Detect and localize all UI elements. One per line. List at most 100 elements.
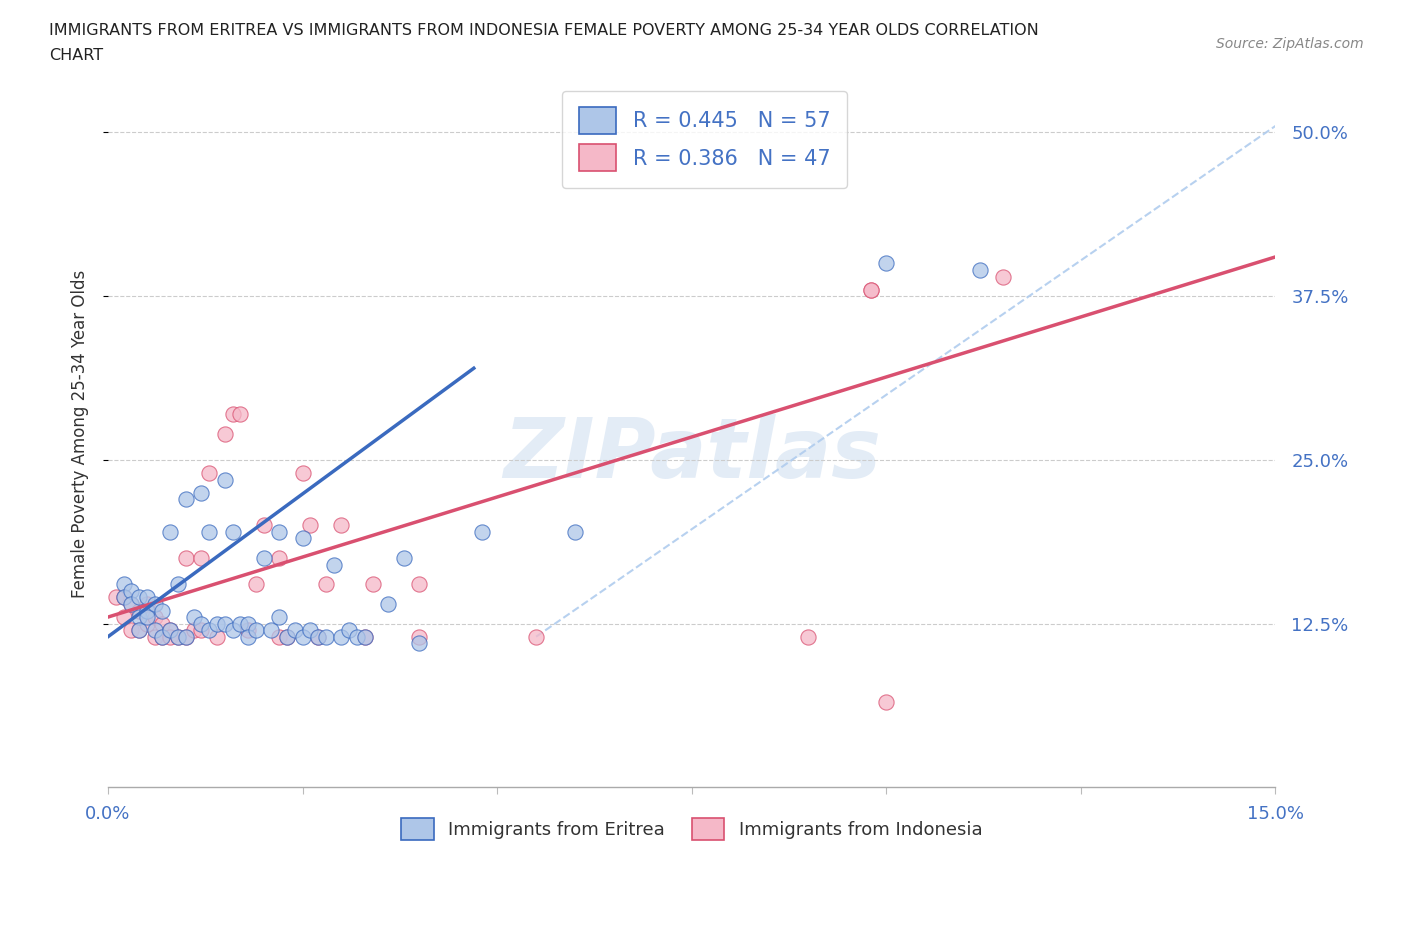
Point bbox=[269, 630, 291, 644]
Point bbox=[315, 577, 337, 591]
Point bbox=[120, 623, 142, 638]
Point bbox=[797, 630, 820, 644]
Point bbox=[167, 630, 190, 644]
Point bbox=[143, 623, 166, 638]
Point bbox=[377, 596, 399, 611]
Point bbox=[269, 610, 291, 625]
Point bbox=[214, 472, 236, 487]
Point bbox=[991, 269, 1014, 284]
Point bbox=[276, 630, 298, 644]
Point bbox=[564, 525, 586, 539]
Point bbox=[159, 623, 181, 638]
Point bbox=[135, 603, 157, 618]
Point bbox=[152, 603, 174, 618]
Point bbox=[205, 630, 228, 644]
Point bbox=[307, 630, 329, 644]
Point bbox=[135, 617, 157, 631]
Point bbox=[269, 525, 291, 539]
Legend: Immigrants from Eritrea, Immigrants from Indonesia: Immigrants from Eritrea, Immigrants from… bbox=[392, 809, 991, 849]
Point bbox=[135, 596, 157, 611]
Point bbox=[135, 610, 157, 625]
Point bbox=[174, 551, 197, 565]
Point bbox=[221, 525, 243, 539]
Point bbox=[353, 630, 375, 644]
Point bbox=[104, 590, 127, 604]
Point bbox=[128, 590, 150, 604]
Point bbox=[236, 617, 259, 631]
Point bbox=[269, 551, 291, 565]
Point bbox=[315, 630, 337, 644]
Point bbox=[291, 466, 314, 481]
Point bbox=[167, 630, 190, 644]
Point bbox=[112, 610, 135, 625]
Point bbox=[174, 492, 197, 507]
Point bbox=[229, 617, 252, 631]
Point bbox=[128, 603, 150, 618]
Point bbox=[245, 623, 267, 638]
Point bbox=[112, 590, 135, 604]
Point bbox=[198, 623, 221, 638]
Point bbox=[361, 577, 384, 591]
Point bbox=[214, 617, 236, 631]
Point bbox=[221, 406, 243, 421]
Point bbox=[128, 623, 150, 638]
Point bbox=[307, 630, 329, 644]
Point bbox=[253, 551, 276, 565]
Point bbox=[284, 623, 307, 638]
Point bbox=[112, 577, 135, 591]
Point bbox=[221, 623, 243, 638]
Point bbox=[330, 518, 353, 533]
Point bbox=[875, 695, 897, 710]
Point bbox=[183, 623, 205, 638]
Point bbox=[859, 282, 882, 297]
Point bbox=[229, 406, 252, 421]
Point bbox=[205, 617, 228, 631]
Point bbox=[190, 485, 212, 500]
Point bbox=[183, 610, 205, 625]
Point bbox=[353, 630, 375, 644]
Point bbox=[152, 630, 174, 644]
Y-axis label: Female Poverty Among 25-34 Year Olds: Female Poverty Among 25-34 Year Olds bbox=[72, 270, 89, 598]
Point bbox=[253, 518, 276, 533]
Point bbox=[198, 466, 221, 481]
Point bbox=[152, 617, 174, 631]
Point bbox=[291, 531, 314, 546]
Point bbox=[299, 518, 322, 533]
Point bbox=[159, 525, 181, 539]
Text: ZIPatlas: ZIPatlas bbox=[503, 415, 880, 496]
Point bbox=[190, 617, 212, 631]
Point bbox=[198, 525, 221, 539]
Point bbox=[408, 630, 430, 644]
Point bbox=[152, 630, 174, 644]
Point bbox=[135, 590, 157, 604]
Point bbox=[159, 630, 181, 644]
Point bbox=[245, 577, 267, 591]
Point bbox=[408, 636, 430, 651]
Point bbox=[346, 630, 368, 644]
Point bbox=[859, 282, 882, 297]
Point bbox=[174, 630, 197, 644]
Text: Source: ZipAtlas.com: Source: ZipAtlas.com bbox=[1216, 37, 1364, 51]
Point bbox=[408, 577, 430, 591]
Point bbox=[260, 623, 283, 638]
Point bbox=[120, 596, 142, 611]
Text: IMMIGRANTS FROM ERITREA VS IMMIGRANTS FROM INDONESIA FEMALE POVERTY AMONG 25-34 : IMMIGRANTS FROM ERITREA VS IMMIGRANTS FR… bbox=[49, 23, 1039, 38]
Point bbox=[167, 577, 190, 591]
Point bbox=[128, 610, 150, 625]
Point bbox=[159, 623, 181, 638]
Point bbox=[276, 630, 298, 644]
Point bbox=[143, 596, 166, 611]
Point bbox=[112, 590, 135, 604]
Point bbox=[392, 551, 415, 565]
Point bbox=[875, 256, 897, 271]
Point bbox=[174, 630, 197, 644]
Point bbox=[471, 525, 494, 539]
Point bbox=[143, 630, 166, 644]
Point bbox=[322, 557, 344, 572]
Point bbox=[190, 623, 212, 638]
Point bbox=[214, 426, 236, 441]
Point bbox=[524, 630, 547, 644]
Point bbox=[236, 630, 259, 644]
Text: CHART: CHART bbox=[49, 48, 103, 63]
Point bbox=[291, 630, 314, 644]
